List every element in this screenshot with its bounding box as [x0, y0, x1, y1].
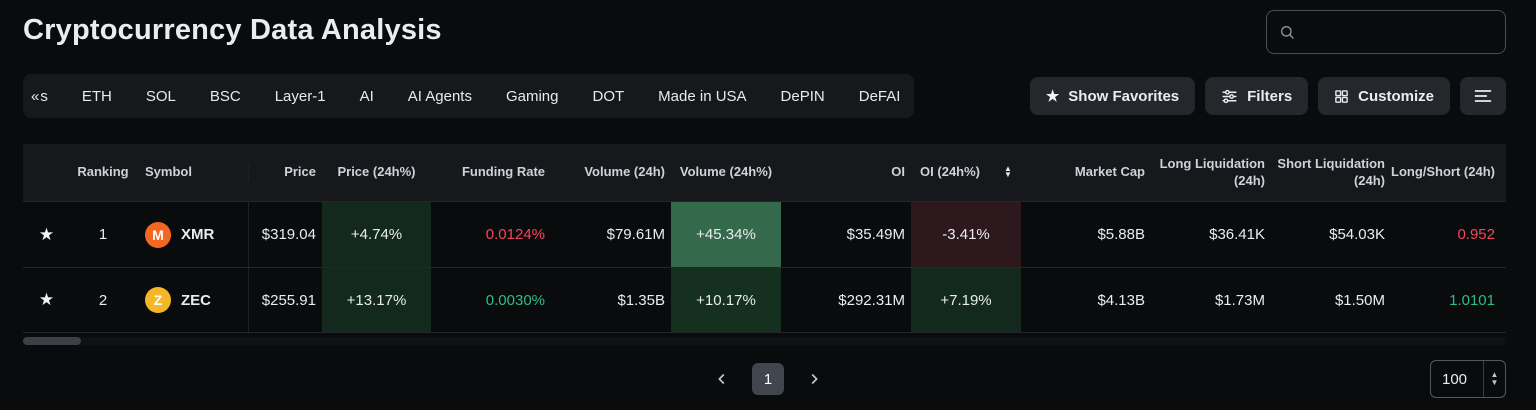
funding-rate-value: 0.0124%	[485, 226, 545, 243]
table-row: ★ 1 M XMR $319.04 +4.74% 0.0124% $79.61M…	[23, 201, 1506, 267]
tab-ai-agents[interactable]: AI Agents	[407, 87, 472, 105]
menu-button[interactable]	[1460, 77, 1506, 115]
table-header-row: Ranking Symbol Price Price (24h%) Fundin…	[23, 144, 1506, 201]
column-header-oi-24h-pct[interactable]: OI (24h%) ▲ ▼	[911, 164, 1021, 181]
column-header-price-24h[interactable]: Price (24h%)	[337, 164, 416, 180]
column-header-ranking[interactable]: Ranking	[77, 164, 129, 180]
volume-24h-value: $1.35B	[617, 291, 665, 309]
market-cap-value: $4.13B	[1097, 291, 1145, 309]
scrollbar-thumb[interactable]	[23, 337, 81, 345]
stepper-up-icon: ▲	[1490, 370, 1499, 379]
pagination: 1 100 ▲ ▼	[0, 359, 1536, 399]
price-value: $319.04	[248, 202, 322, 267]
tab-defai[interactable]: DeFAI	[858, 87, 901, 105]
crypto-table: Ranking Symbol Price Price (24h%) Fundin…	[23, 144, 1506, 333]
search-box[interactable]	[1266, 10, 1506, 54]
chevron-left-icon: «	[31, 87, 40, 105]
tab-partial-label: s	[40, 87, 48, 105]
price-change-24h-value: +13.17%	[322, 268, 431, 332]
zec-coin-icon: Z	[145, 287, 171, 313]
market-cap-value: $5.88B	[1097, 226, 1145, 243]
column-header-short-liquidation[interactable]: Short Liquidation (24h)	[1277, 155, 1385, 188]
sort-up-arrow: ▲	[1004, 164, 1012, 174]
tab-sol[interactable]: SOL	[145, 87, 176, 105]
customize-button[interactable]: Customize	[1318, 77, 1450, 115]
tab-ai[interactable]: AI	[359, 87, 374, 105]
tab-bsc[interactable]: BSC	[209, 87, 241, 105]
funding-rate-value: 0.0030%	[485, 291, 545, 309]
customize-grid-icon	[1335, 89, 1348, 103]
filters-button[interactable]: Filters	[1205, 77, 1309, 115]
ranking-value: 2	[98, 291, 108, 309]
column-header-symbol[interactable]: Symbol	[145, 164, 192, 180]
sort-icon[interactable]: ▲ ▼	[1004, 164, 1012, 180]
top-bar: Cryptocurrency Data Analysis	[0, 0, 1536, 60]
long-liquidation-value: $36.41K	[1209, 226, 1265, 243]
tab-depin[interactable]: DePIN	[780, 87, 825, 105]
tab-gaming[interactable]: Gaming	[505, 87, 559, 105]
oi-change-24h-value: -3.41%	[911, 202, 1021, 267]
symbol-cell[interactable]: M XMR	[136, 202, 248, 267]
symbol-label: ZEC	[181, 291, 211, 309]
oi-value: $35.49M	[846, 226, 905, 243]
column-header-volume-24h-pct[interactable]: Volume (24h%)	[679, 164, 773, 180]
volume-change-24h-value: +10.17%	[671, 268, 781, 332]
tab-dot[interactable]: DOT	[592, 87, 625, 105]
customize-label: Customize	[1358, 87, 1434, 105]
tab-scroll-left[interactable]: «s	[31, 88, 48, 105]
column-header-price[interactable]: Price	[248, 164, 322, 181]
price-value: $255.91	[248, 268, 322, 332]
column-header-long-short[interactable]: Long/Short (24h)	[1391, 164, 1495, 180]
menu-lines-icon	[1474, 90, 1492, 102]
table-row: ★ 2 Z ZEC $255.91 +13.17% 0.0030% $1.35B…	[23, 267, 1506, 333]
ranking-value: 1	[98, 226, 108, 243]
toolbar: «s ETH SOL BSC Layer-1 AI AI Agents Gami…	[23, 74, 1506, 118]
page-size-value: 100	[1442, 370, 1468, 388]
tab-layer-1[interactable]: Layer-1	[274, 87, 326, 105]
search-icon	[1281, 26, 1294, 39]
oi-value: $292.31M	[838, 291, 905, 309]
filter-sliders-icon	[1222, 89, 1237, 103]
favorite-star-icon[interactable]: ★	[38, 290, 55, 309]
long-short-value: 0.952	[1457, 226, 1495, 243]
column-header-long-liquidation[interactable]: Long Liquidation (24h)	[1159, 155, 1265, 188]
symbol-cell[interactable]: Z ZEC	[136, 268, 248, 332]
column-header-funding-rate[interactable]: Funding Rate	[461, 164, 545, 180]
filters-label: Filters	[1247, 87, 1293, 105]
long-liquidation-value: $1.73M	[1214, 291, 1265, 309]
oi-change-24h-value: +7.19%	[911, 268, 1021, 332]
volume-24h-value: $79.61M	[606, 226, 665, 243]
column-header-volume-24h[interactable]: Volume (24h)	[584, 164, 665, 180]
short-liquidation-value: $54.03K	[1329, 226, 1385, 243]
previous-page-button[interactable]	[708, 363, 736, 395]
column-header-market-cap[interactable]: Market Cap	[1074, 164, 1145, 180]
tab-eth[interactable]: ETH	[81, 87, 112, 105]
star-icon: ★	[1045, 88, 1060, 105]
xmr-coin-icon: M	[145, 221, 171, 248]
page-size-input[interactable]: 100 ▲ ▼	[1430, 360, 1506, 398]
show-favorites-label: Show Favorites	[1068, 87, 1180, 105]
page-title: Cryptocurrency Data Analysis	[23, 14, 442, 46]
stepper-down-icon: ▼	[1490, 378, 1499, 387]
category-tabs: «s ETH SOL BSC Layer-1 AI AI Agents Gami…	[23, 74, 915, 118]
column-header-oi[interactable]: OI	[891, 164, 905, 180]
page-number-button[interactable]: 1	[752, 363, 784, 395]
symbol-label: XMR	[181, 226, 215, 243]
action-buttons: ★ Show Favorites Filters Customize	[1029, 77, 1506, 115]
search-input[interactable]	[1303, 24, 1493, 40]
show-favorites-button[interactable]: ★ Show Favorites	[1029, 77, 1196, 115]
sort-down-arrow: ▼	[1004, 170, 1012, 180]
favorite-star-icon[interactable]: ★	[38, 224, 55, 244]
page-size-stepper[interactable]: ▲ ▼	[1483, 361, 1505, 397]
chevron-left-icon	[718, 374, 725, 384]
horizontal-scrollbar[interactable]	[23, 337, 1506, 345]
chevron-right-icon	[811, 374, 818, 384]
next-page-button[interactable]	[800, 363, 828, 395]
short-liquidation-value: $1.50M	[1334, 291, 1385, 309]
volume-change-24h-value: +45.34%	[671, 202, 781, 267]
long-short-value: 1.0101	[1449, 291, 1495, 309]
tab-made-in-usa[interactable]: Made in USA	[658, 87, 747, 105]
price-change-24h-value: +4.74%	[322, 202, 431, 267]
column-header-oi-24h-label: OI (24h%)	[920, 164, 981, 180]
